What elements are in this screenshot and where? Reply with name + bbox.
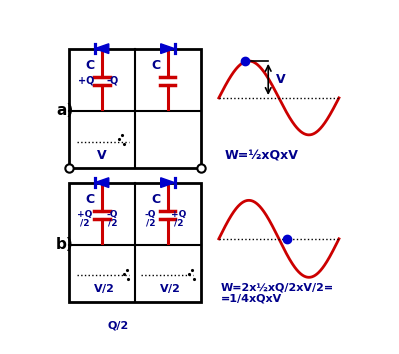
- Polygon shape: [95, 178, 109, 188]
- Text: V: V: [276, 73, 286, 86]
- Bar: [69, 183, 201, 302]
- Text: C: C: [86, 59, 95, 72]
- Polygon shape: [161, 178, 175, 188]
- Text: -Q: -Q: [107, 211, 119, 219]
- Text: V: V: [97, 149, 107, 162]
- Bar: [69, 48, 201, 168]
- Text: W=½xQxV: W=½xQxV: [224, 150, 298, 163]
- Text: /2: /2: [80, 219, 89, 228]
- Text: C: C: [152, 193, 161, 206]
- Text: C: C: [86, 193, 95, 206]
- Text: +Q: +Q: [77, 211, 93, 219]
- Text: b): b): [56, 237, 74, 252]
- Text: V: V: [94, 284, 102, 294]
- Text: +Q: +Q: [78, 76, 95, 86]
- Text: C: C: [152, 59, 161, 72]
- Text: /2: /2: [102, 284, 114, 294]
- Text: -Q: -Q: [145, 211, 156, 219]
- Polygon shape: [95, 44, 109, 53]
- Text: W=2x½xQ/2xV/2=: W=2x½xQ/2xV/2=: [220, 282, 334, 292]
- Polygon shape: [161, 44, 175, 53]
- Text: /2: /2: [168, 284, 180, 294]
- Text: /2: /2: [174, 219, 183, 228]
- Text: /2: /2: [146, 219, 155, 228]
- Text: +Q: +Q: [171, 211, 186, 219]
- Text: a): a): [56, 103, 73, 118]
- Text: Q/2: Q/2: [107, 320, 128, 330]
- Text: -Q: -Q: [107, 76, 119, 86]
- Text: V: V: [160, 284, 168, 294]
- Text: /2: /2: [108, 219, 117, 228]
- Text: =1/4xQxV: =1/4xQxV: [220, 294, 282, 304]
